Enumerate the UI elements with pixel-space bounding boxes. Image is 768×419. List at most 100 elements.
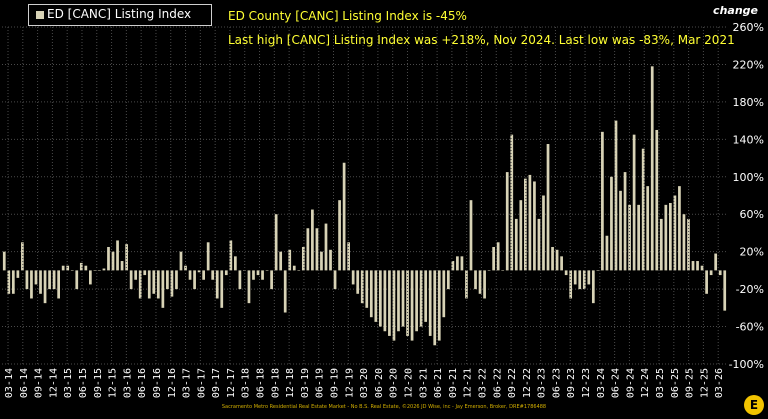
x-tick-label: 06-21	[433, 368, 444, 398]
x-tick-label: 09-15	[93, 368, 104, 398]
bar	[125, 244, 128, 271]
bar	[79, 262, 83, 271]
x-tick-label: 09-21	[448, 368, 459, 398]
x-tick-label: 03-21	[418, 368, 429, 398]
x-tick-label: 03-17	[182, 368, 193, 398]
bar	[392, 270, 396, 341]
x-tick-label: 09-23	[566, 368, 577, 398]
bar	[156, 270, 160, 299]
bar	[446, 270, 450, 290]
bar	[415, 270, 418, 332]
bar	[560, 256, 563, 271]
x-tick-label: 03-19	[300, 368, 311, 398]
bar	[641, 148, 645, 271]
bar	[102, 268, 106, 271]
bar	[265, 270, 269, 271]
bar	[610, 176, 613, 271]
x-tick-label: 12-23	[581, 368, 592, 398]
x-tick-label: 03-23	[537, 368, 548, 398]
bar	[116, 240, 119, 271]
bar	[66, 265, 70, 271]
bar	[48, 270, 51, 290]
bar	[147, 270, 151, 299]
y-tick-label: 20%	[740, 246, 764, 259]
bar	[478, 270, 482, 294]
bar	[433, 270, 437, 346]
bar	[211, 270, 215, 280]
y-axis-title: change	[713, 4, 758, 17]
x-tick-label: 06-25	[670, 368, 681, 398]
bar	[324, 223, 328, 271]
footer-credit: Sacramento Metro Residential Real Estate…	[221, 404, 547, 410]
bar	[696, 261, 699, 271]
x-tick-label: 12-22	[522, 368, 533, 398]
bar	[184, 265, 187, 271]
x-tick-label: 03-20	[359, 368, 370, 398]
bar	[678, 186, 681, 271]
bar	[510, 134, 514, 271]
annotation-current: ED County [CANC] Listing Index is -45%	[228, 9, 467, 23]
x-tick-label: 12-16	[167, 368, 178, 398]
bar	[39, 270, 42, 294]
x-tick-label: 09-19	[330, 368, 341, 398]
x-tick-label: 06-15	[78, 368, 89, 398]
x-tick-label: 03-26	[714, 368, 725, 398]
bar	[492, 246, 495, 271]
bar	[247, 270, 251, 304]
bar	[238, 270, 242, 290]
bar	[714, 253, 718, 271]
bar	[193, 270, 196, 290]
bar	[179, 251, 183, 271]
bar	[52, 270, 56, 290]
bar	[347, 242, 350, 271]
bar	[306, 228, 310, 271]
bar	[519, 200, 523, 271]
bar	[465, 270, 468, 299]
bar	[270, 270, 273, 290]
bar	[369, 270, 373, 318]
bar	[619, 190, 622, 271]
bar	[288, 249, 292, 271]
bar	[451, 261, 455, 271]
bar	[279, 251, 283, 271]
x-tick-label: 12-18	[285, 368, 296, 398]
bar	[587, 270, 591, 285]
bar	[379, 270, 382, 327]
bar	[320, 251, 323, 271]
x-tick-label: 06-20	[374, 368, 385, 398]
bar	[410, 270, 414, 341]
x-tick-label: 12-15	[108, 368, 119, 398]
y-tick-label: 220%	[733, 58, 764, 71]
bar	[664, 204, 668, 271]
x-tick-label: 12-14	[48, 368, 59, 398]
brand-logo-letter: E	[749, 398, 759, 412]
bar	[723, 270, 727, 311]
x-tick-label: 09-24	[625, 368, 636, 398]
bar	[505, 172, 509, 271]
x-tick-label: 06-22	[492, 368, 503, 398]
bar	[374, 270, 378, 322]
bar	[89, 270, 92, 285]
bar	[632, 134, 636, 271]
bar	[596, 270, 600, 271]
bar	[533, 181, 536, 271]
y-tick-label: -100%	[729, 358, 764, 371]
bar	[564, 270, 568, 276]
y-tick-label: 100%	[733, 171, 764, 184]
bar	[7, 270, 11, 294]
bar	[605, 235, 609, 271]
bar	[591, 270, 595, 304]
bar	[496, 242, 500, 271]
bar	[297, 270, 301, 271]
x-tick-label: 12-21	[463, 368, 474, 398]
bar	[614, 120, 618, 271]
bar	[528, 174, 532, 271]
bar	[261, 270, 264, 280]
bar	[107, 246, 110, 271]
bar	[487, 270, 491, 271]
bar	[166, 270, 169, 290]
x-tick-label: 03-15	[63, 368, 74, 398]
bar	[34, 270, 38, 285]
bar	[315, 228, 319, 271]
